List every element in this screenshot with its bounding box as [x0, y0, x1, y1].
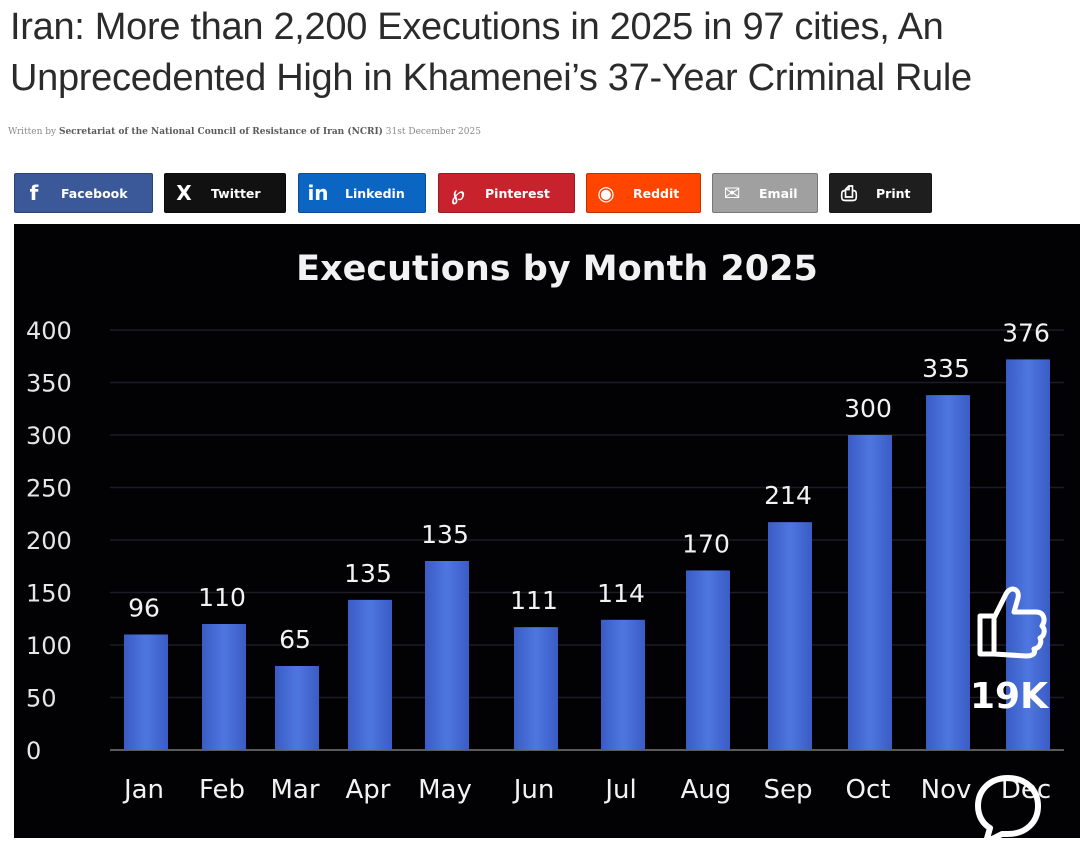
y-tick-label: 250 [26, 475, 72, 503]
byline-prefix: Written by [8, 127, 59, 137]
bar-may [425, 561, 469, 750]
y-tick-label: 50 [26, 685, 57, 713]
data-label: 170 [682, 529, 730, 558]
article-byline: Written by Secretariat of the National C… [8, 127, 481, 137]
bar-apr [348, 599, 392, 750]
x-tick-label: Oct [846, 775, 891, 805]
data-label: 300 [844, 394, 892, 423]
share-reddit-button[interactable]: ◉ Reddit [586, 173, 701, 213]
data-label: 135 [421, 520, 469, 549]
data-label: 214 [764, 481, 812, 510]
x-tick-label: Mar [270, 775, 319, 805]
chart-title: Executions by Month 2025 [296, 249, 818, 289]
executions-bar-chart: Executions by Month 2025 0 50 100 150 200 250 3… [26, 249, 1064, 805]
share-linkedin-label: Linkedin [345, 185, 405, 201]
x-tick-label: Jun [512, 775, 555, 805]
bar-oct [848, 435, 892, 750]
x-tick-label: Jan [122, 775, 164, 805]
data-label: 65 [279, 625, 311, 654]
share-reddit-label: Reddit [633, 185, 680, 201]
data-label: 114 [597, 579, 645, 608]
bar-jun [514, 627, 558, 750]
thumbs-up-icon[interactable] [966, 582, 1050, 662]
facebook-icon: f [29, 181, 39, 205]
byline-date: 31st December 2025 [382, 127, 481, 137]
share-print-button[interactable]: ⎙ Print [829, 173, 932, 213]
x-tick-label: Aug [681, 775, 732, 805]
pinterest-icon: ℘ [451, 181, 465, 205]
x-tick-label: May [418, 775, 472, 805]
data-label: 110 [198, 583, 246, 612]
y-tick-label: 150 [26, 580, 72, 608]
y-tick-label: 350 [26, 370, 72, 398]
x-tick-label: Feb [199, 775, 245, 805]
y-tick-label: 200 [26, 527, 72, 555]
share-facebook-label: Facebook [61, 185, 128, 201]
comment-bubble-icon[interactable] [970, 770, 1046, 846]
share-linkedin-button[interactable]: in Linkedin [298, 173, 426, 213]
email-icon: ✉ [723, 181, 741, 205]
linkedin-icon: in [307, 181, 329, 205]
share-twitter-button[interactable]: X Twitter [164, 173, 286, 213]
share-email-label: Email [759, 185, 798, 201]
data-label: 111 [510, 586, 558, 615]
share-print-label: Print [876, 185, 911, 201]
y-tick-label: 400 [26, 317, 72, 345]
x-tick-label: Apr [346, 775, 391, 805]
share-pinterest-button[interactable]: ℘ Pinterest [438, 173, 575, 213]
data-label: 376 [1002, 318, 1050, 347]
x-tick-label: Nov [921, 775, 972, 805]
share-facebook-button[interactable]: f Facebook [14, 173, 153, 213]
y-tick-label: 0 [26, 737, 41, 765]
data-label: 135 [344, 559, 392, 588]
like-count: 19K [970, 676, 1048, 717]
chart-image: Executions by Month 2025 0 50 100 150 200 250 3… [14, 224, 1080, 838]
bar-mar [275, 666, 319, 750]
data-label: 96 [128, 594, 160, 623]
reddit-icon: ◉ [597, 181, 615, 205]
bar-aug [686, 570, 730, 750]
print-icon: ⎙ [841, 181, 857, 205]
x-tick-label: Sep [763, 775, 812, 805]
bar-dec [1006, 359, 1050, 750]
share-email-button[interactable]: ✉ Email [712, 173, 818, 213]
data-label: 335 [922, 354, 970, 383]
share-pinterest-label: Pinterest [485, 185, 550, 201]
bar-jan [124, 634, 168, 750]
bar-nov [926, 395, 970, 750]
bar-feb [202, 624, 246, 750]
bar-jul [601, 619, 645, 750]
x-tick-label: Jul [603, 775, 636, 805]
y-tick-label: 300 [26, 422, 72, 450]
bar-sep [768, 522, 812, 750]
byline-author[interactable]: Secretariat of the National Council of R… [58, 127, 383, 137]
y-tick-label: 100 [26, 632, 72, 660]
twitter-icon: X [176, 181, 192, 205]
article-headline: Iran: More than 2,200 Executions in 2025… [10, 6, 972, 99]
share-twitter-label: Twitter [211, 185, 261, 201]
